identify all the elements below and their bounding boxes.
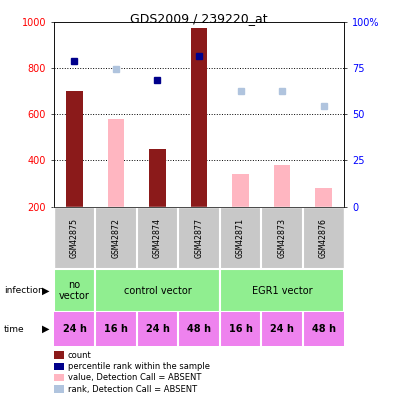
Text: ▶: ▶ [42,324,49,334]
Text: ▶: ▶ [42,286,49,296]
Text: control vector: control vector [124,286,191,296]
Text: GSM42871: GSM42871 [236,218,245,258]
Text: GSM42872: GSM42872 [111,218,121,258]
Text: time: time [4,324,25,334]
Text: 24 h: 24 h [270,324,294,334]
Bar [220,269,344,312]
Text: infection: infection [4,286,44,295]
Text: rank, Detection Call = ABSENT: rank, Detection Call = ABSENT [68,385,197,394]
Text: 16 h: 16 h [104,324,128,334]
Text: 48 h: 48 h [312,324,336,334]
Text: GSM42873: GSM42873 [277,218,287,258]
Text: percentile rank within the sample: percentile rank within the sample [68,362,210,371]
Text: GSM42874: GSM42874 [153,218,162,258]
Bar [108,119,124,207]
Bar [54,269,95,312]
Text: 16 h: 16 h [228,324,252,334]
Bar [232,174,249,207]
Bar [149,149,166,207]
Text: count: count [68,351,92,360]
Text: no
vector: no vector [59,280,90,301]
Bar [315,188,332,207]
Text: 24 h: 24 h [146,324,170,334]
Text: 48 h: 48 h [187,324,211,334]
Text: GDS2009 / 239220_at: GDS2009 / 239220_at [130,12,268,25]
Bar [274,165,290,207]
Text: GSM42875: GSM42875 [70,218,79,258]
Text: GSM42876: GSM42876 [319,218,328,258]
Text: EGR1 vector: EGR1 vector [252,286,312,296]
Bar [66,92,83,207]
Text: GSM42877: GSM42877 [195,218,203,258]
Text: 24 h: 24 h [62,324,86,334]
Bar [95,269,220,312]
Bar [191,28,207,207]
Text: value, Detection Call = ABSENT: value, Detection Call = ABSENT [68,373,201,382]
